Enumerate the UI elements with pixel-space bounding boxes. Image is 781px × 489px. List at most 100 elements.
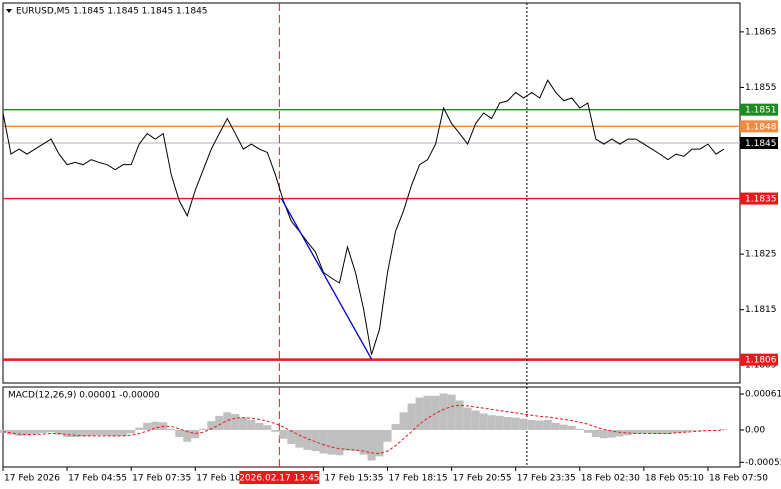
histogram-bar	[167, 428, 176, 430]
histogram-bar	[39, 429, 48, 433]
histogram-bar	[7, 429, 16, 435]
histogram-bar	[359, 429, 368, 455]
price-line	[2, 79, 725, 355]
histogram-bar	[135, 427, 144, 430]
histogram-bar	[623, 429, 632, 436]
histogram-bar	[447, 394, 456, 430]
histogram-bar	[119, 429, 128, 436]
histogram-bar	[271, 429, 280, 432]
histogram-bar	[247, 419, 256, 430]
histogram-bar	[615, 429, 624, 437]
histogram-bar	[367, 429, 376, 461]
histogram-bar	[199, 428, 208, 430]
histogram-bar	[111, 429, 120, 437]
histogram-bar	[527, 419, 536, 430]
y-tick-label: 1.1805	[745, 361, 777, 371]
panel-title: EURUSD,M5 1.1845 1.1845 1.1845 1.1845	[16, 7, 208, 17]
histogram-bar	[639, 429, 648, 434]
x-tick-label: 17 Feb 04:55	[68, 474, 127, 484]
histogram-bar	[671, 429, 680, 433]
histogram-bar	[631, 429, 640, 435]
histogram-bar	[495, 415, 504, 430]
level-label: 1.1806	[745, 356, 777, 366]
histogram-bar	[383, 429, 392, 442]
histogram-bar	[183, 429, 192, 442]
histogram-bar	[191, 429, 200, 439]
histogram-bar	[351, 429, 360, 452]
level-label-box	[740, 353, 778, 366]
histogram-bar	[567, 425, 576, 430]
histogram-bar	[31, 429, 40, 435]
histogram-bar	[647, 429, 656, 434]
level-label-box	[740, 120, 778, 133]
y-tick-label: 1.1815	[745, 305, 777, 315]
histogram-bar	[407, 403, 416, 430]
signal-line	[2, 404, 725, 454]
histogram-bar	[503, 417, 512, 430]
y-tick-label: -0.00055	[745, 458, 781, 468]
histogram-bar	[223, 412, 232, 430]
level-label: 1.1851	[745, 106, 777, 116]
histogram-bar	[695, 429, 704, 431]
histogram-bar	[519, 418, 528, 430]
histogram-bar	[479, 413, 488, 430]
histogram-bar	[55, 429, 64, 435]
histogram-bar	[143, 422, 152, 430]
histogram-bar	[279, 429, 288, 439]
cursor-label-box	[239, 471, 320, 484]
trend-line	[280, 198, 373, 360]
level-label-box	[740, 137, 778, 149]
histogram-bar	[15, 429, 24, 436]
histogram-bar	[103, 429, 112, 436]
x-tick-label: 17 Feb 10:15	[196, 474, 255, 484]
histogram-bar	[255, 422, 264, 430]
histogram-bar	[551, 422, 560, 430]
histogram-bar	[71, 429, 80, 437]
level-label: 1.1848	[745, 122, 777, 132]
histogram-bar	[295, 429, 304, 448]
x-tick-label: 17 Feb 20:55	[453, 474, 512, 484]
histogram-bar	[599, 429, 608, 439]
histogram-bar	[559, 424, 568, 430]
histogram-bar	[511, 417, 520, 430]
histogram-bar	[423, 395, 432, 430]
level-label-box	[740, 192, 778, 205]
level-label: 1.1845	[745, 139, 777, 149]
level-label-box	[740, 103, 778, 116]
histogram-bar	[231, 414, 240, 430]
x-tick-label: 17 Feb 15:35	[324, 474, 383, 484]
histogram-bar	[63, 429, 72, 437]
histogram-bar	[319, 429, 328, 454]
histogram-bar	[47, 429, 56, 433]
x-tick-label: 17 Feb 23:35	[517, 474, 576, 484]
x-tick-label: 18 Feb 05:10	[645, 474, 704, 484]
histogram-bar	[215, 415, 224, 430]
histogram-bar	[543, 419, 552, 430]
histogram-bar	[463, 407, 472, 430]
histogram-bar	[79, 429, 88, 437]
level-label: 1.1835	[745, 195, 777, 205]
x-tick-label: 18 Feb 07:50	[709, 474, 768, 484]
y-tick-label: 1.1855	[745, 83, 777, 93]
histogram-bar	[399, 412, 408, 430]
histogram-bar	[287, 429, 296, 445]
x-tick-label: 17 Feb 2026	[4, 474, 60, 484]
histogram-bar	[583, 429, 592, 433]
histogram-bar	[591, 429, 600, 437]
histogram-bar	[455, 400, 464, 430]
histogram-bar	[343, 429, 352, 451]
y-tick-label: 1.1825	[745, 250, 777, 260]
histogram-bar	[679, 429, 688, 433]
histogram-bar	[487, 415, 496, 430]
histogram-bar	[575, 428, 584, 430]
histogram-bar	[535, 420, 544, 430]
cursor-label: 2026.02.17 13:45	[239, 474, 319, 484]
histogram-bar	[335, 429, 344, 456]
histogram-bar	[263, 425, 272, 430]
panel-title: MACD(12,26,9) 0.00001 -0.00000	[8, 391, 160, 401]
histogram-bar	[655, 429, 664, 435]
x-tick-label: 17 Feb 18:15	[389, 474, 448, 484]
x-tick-label: 17 Feb 07:35	[132, 474, 191, 484]
